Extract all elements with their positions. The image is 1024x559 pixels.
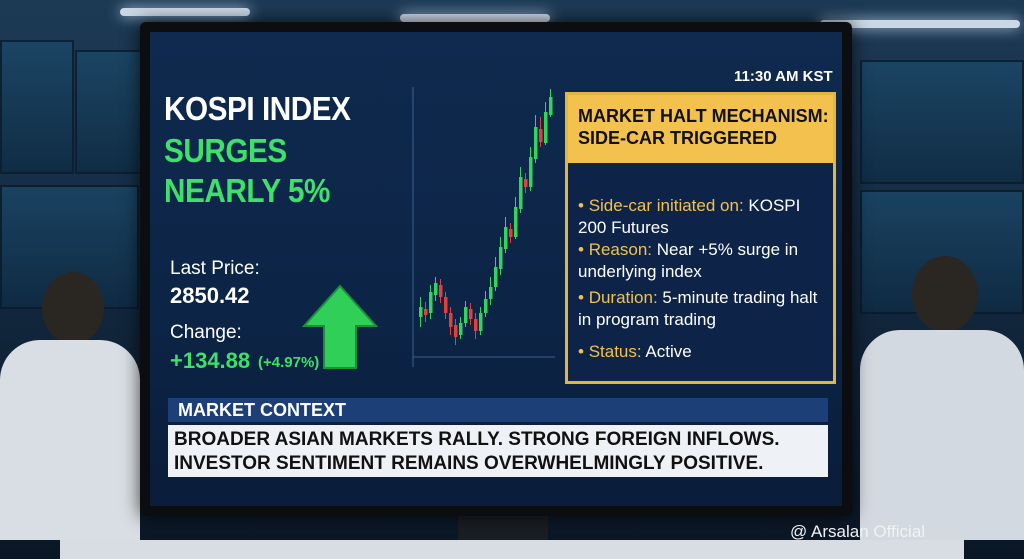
headline: NEARLY 5% [164, 172, 330, 209]
bullet-text: KOSPI 200 Futures [578, 196, 801, 237]
candle-body [449, 313, 453, 327]
bullet-dot: • [578, 196, 589, 215]
candle-body [529, 157, 533, 187]
candle-body [509, 229, 513, 237]
headline: SURGES [164, 132, 287, 169]
headline: KOSPI INDEX [164, 90, 351, 127]
candle-body [494, 267, 498, 287]
candle-body [499, 247, 503, 269]
time: 11:30 AM KST [734, 68, 833, 85]
wall-screen [860, 60, 1024, 184]
halt-box: MARKET HALT MECHANISM: SIDE-CAR TRIGGERE… [565, 92, 836, 384]
bullet-item: • Status: Active [578, 341, 828, 363]
candle-body [484, 299, 488, 313]
bullet-dot: • [578, 342, 589, 361]
candle-body [504, 227, 508, 249]
bullet-item: • Reason: Near +5% surge in underlying i… [578, 239, 828, 283]
up-arrow [301, 284, 379, 369]
bullet-text: 5-minute trading halt in program trading [578, 288, 818, 329]
label: Change: [170, 322, 242, 343]
change: +134.88 [170, 348, 251, 373]
bullet-label: Duration: [588, 288, 658, 307]
bullet-text: Active [645, 342, 692, 361]
ceiling-light [820, 20, 1020, 28]
candle-body [454, 325, 458, 337]
candle-body [524, 179, 528, 187]
watermark: @ Arsalan Official [790, 522, 926, 541]
person [0, 340, 140, 540]
person-head [42, 272, 104, 344]
arrow-shape [301, 284, 379, 369]
candle-body [439, 285, 443, 297]
box-title-line: SIDE-CAR TRIGGERED [578, 128, 778, 148]
bullet-item: • Side-car initiated on: KOSPI 200 Futur… [578, 195, 828, 239]
candle-body [424, 309, 428, 315]
candle-body [479, 313, 483, 331]
desk [60, 540, 964, 559]
person [860, 330, 1024, 540]
ceiling-light [120, 8, 250, 16]
candle-body [429, 292, 433, 313]
box-title: MARKET HALT MECHANISM: SIDE-CAR TRIGGERE… [568, 95, 833, 163]
monitor-screen: 11:30 AM KST KOSPI INDEX SURGES NEARLY 5… [150, 32, 842, 506]
candle-body [539, 129, 543, 142]
candle-body [474, 319, 478, 331]
bullet-item: • Duration: 5-minute trading halt in pro… [578, 287, 828, 331]
candle-body [459, 323, 463, 335]
label: Last Price: [170, 258, 260, 279]
box-title-line: MARKET HALT MECHANISM: [578, 106, 829, 126]
candle-body [549, 97, 553, 115]
bullet-label: Reason: [588, 240, 653, 259]
price: 2850.42 [170, 283, 250, 308]
wall-screen [75, 50, 144, 174]
bullet-dot: • [578, 240, 589, 259]
bullet-label: Status: [588, 342, 642, 361]
context-line: BROADER ASIAN MARKETS RALLY. STRONG FORE… [174, 429, 780, 450]
candle-body [534, 127, 538, 159]
wall-screen [0, 40, 74, 174]
candle-body [434, 283, 438, 295]
context-title: MARKET CONTEXT [168, 398, 828, 422]
candlestick-chart [412, 87, 555, 367]
change-percent: (+4.97%) [258, 354, 320, 371]
context-body: BROADER ASIAN MARKETS RALLY. STRONG FORE… [168, 425, 828, 477]
candle-body [489, 287, 493, 299]
bullet-text: Near +5% surge in underlying index [578, 240, 799, 281]
bullet-dot: • [578, 288, 589, 307]
context-line: INVESTOR SENTIMENT REMAINS OVERWHELMINGL… [174, 453, 764, 474]
bullet-label: Side-car initiated on: [588, 196, 744, 215]
person-head [912, 256, 978, 332]
candle-body [514, 207, 518, 237]
candle-body [419, 307, 423, 317]
candle-body [469, 309, 473, 319]
candle-body [544, 112, 548, 143]
candle-body [519, 177, 523, 209]
ceiling-light [400, 14, 550, 22]
candle-body [464, 307, 468, 323]
candle-body [444, 297, 448, 313]
